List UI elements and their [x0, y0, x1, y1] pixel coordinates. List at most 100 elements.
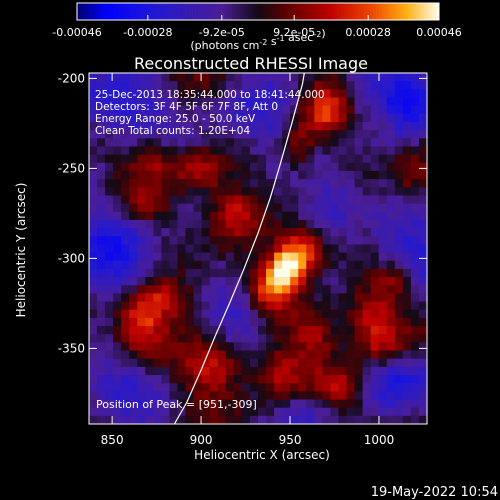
heatmap-cell [129, 81, 138, 90]
heatmap-cell [249, 309, 259, 319]
heatmap-cell [185, 179, 194, 188]
heatmap-cell [282, 228, 291, 237]
colorbar-cell [336, 3, 339, 20]
colorbar-cell [86, 3, 88, 20]
heatmap-cell [410, 146, 420, 155]
heatmap-cell [338, 334, 347, 343]
heatmap-cell [169, 73, 178, 82]
heatmap-cell [338, 268, 347, 278]
heatmap-cell [378, 179, 388, 188]
heatmap-cell [145, 375, 154, 384]
heatmap-cell [129, 236, 138, 245]
colorbar-cell [179, 3, 182, 20]
heatmap-cell [89, 138, 98, 147]
heatmap-cell [169, 203, 178, 213]
heatmap-cell [290, 89, 299, 98]
heatmap-cell [306, 375, 315, 384]
heatmap-cell [145, 154, 154, 164]
heatmap-cell [258, 219, 267, 229]
heatmap-cell [378, 260, 388, 270]
colorbar-cell [331, 3, 334, 20]
colorbar-cell [164, 3, 167, 20]
heatmap-cell [201, 358, 211, 368]
colorbar-cell [380, 3, 382, 20]
colorbar-cell [191, 3, 194, 20]
heatmap-cell [89, 358, 98, 368]
heatmap-cell [418, 317, 427, 327]
heatmap-cell [145, 260, 154, 270]
heatmap-cell [169, 219, 178, 229]
heatmap-cell [161, 415, 170, 424]
heatmap-cell [233, 162, 243, 172]
heatmap-cell [266, 301, 275, 311]
heatmap-cell [233, 415, 243, 424]
heatmap-cell [241, 326, 251, 335]
colorbar-cell [384, 3, 387, 20]
heatmap-cell [113, 228, 122, 237]
heatmap-cell [258, 121, 267, 131]
heatmap-cell [249, 73, 259, 82]
heatmap-cell [338, 97, 347, 106]
heatmap-cell [362, 285, 372, 294]
heatmap-cell [298, 228, 307, 237]
heatmap-cell [410, 358, 420, 368]
heatmap-cell [177, 211, 186, 221]
heatmap-cell [217, 211, 227, 221]
heatmap-cell [330, 203, 339, 213]
heatmap-cell [418, 293, 427, 302]
heatmap-cell [282, 105, 291, 115]
heatmap-cell [306, 342, 315, 351]
heatmap-cell [314, 293, 323, 302]
heatmap-cell [418, 366, 427, 376]
colorbar-cell [342, 3, 345, 20]
heatmap-cell [121, 326, 130, 335]
heatmap-cell [330, 301, 339, 311]
heatmap-cell [89, 391, 98, 400]
heatmap-cell [217, 179, 227, 188]
heatmap-cell [225, 277, 235, 286]
colorbar-cell [224, 3, 227, 20]
heatmap-cell [386, 81, 396, 90]
heatmap-cell [418, 415, 427, 424]
heatmap-cell [105, 260, 114, 270]
heatmap-cell [193, 334, 203, 343]
heatmap-cell [153, 366, 162, 376]
heatmap-cell [169, 399, 178, 409]
colorbar-cell [307, 3, 310, 20]
heatmap-cell [145, 244, 154, 253]
heatmap-cell [274, 81, 283, 90]
heatmap-cell [274, 228, 283, 237]
heatmap-cell [193, 146, 203, 155]
heatmap-cell [410, 89, 420, 98]
heatmap-cell [105, 121, 114, 131]
heatmap-cell [129, 285, 138, 294]
heatmap-cell [249, 113, 259, 123]
heatmap-cell [145, 179, 154, 188]
heatmap-cell [241, 301, 251, 311]
heatmap-cell [225, 211, 235, 221]
heatmap-cell [177, 179, 186, 188]
colorbar-cell [98, 3, 100, 20]
heatmap-cell [129, 415, 138, 424]
colorbar-cell [354, 3, 357, 20]
colorbar-cell [318, 3, 321, 20]
heatmap-cell [290, 105, 299, 115]
heatmap-cell [290, 81, 299, 90]
colorbar-cell [407, 3, 410, 20]
heatmap-cell [193, 285, 203, 294]
heatmap-cell [177, 121, 186, 131]
heatmap-cell [370, 130, 380, 139]
heatmap-cell [169, 277, 178, 286]
heatmap-cell [298, 407, 307, 417]
heatmap-cell [209, 81, 219, 90]
colorbar-tick-label: 0.00046 [416, 26, 462, 39]
heatmap-cell [129, 121, 138, 131]
heatmap-cell [153, 154, 162, 164]
colorbar-units-superscript: -2 [259, 38, 267, 47]
heatmap-cell [298, 219, 307, 229]
heatmap-cell [306, 121, 315, 131]
heatmap-cell [233, 407, 243, 417]
colorbar-cell [162, 3, 165, 20]
heatmap-cell [410, 334, 420, 343]
heatmap-cell [241, 277, 251, 286]
